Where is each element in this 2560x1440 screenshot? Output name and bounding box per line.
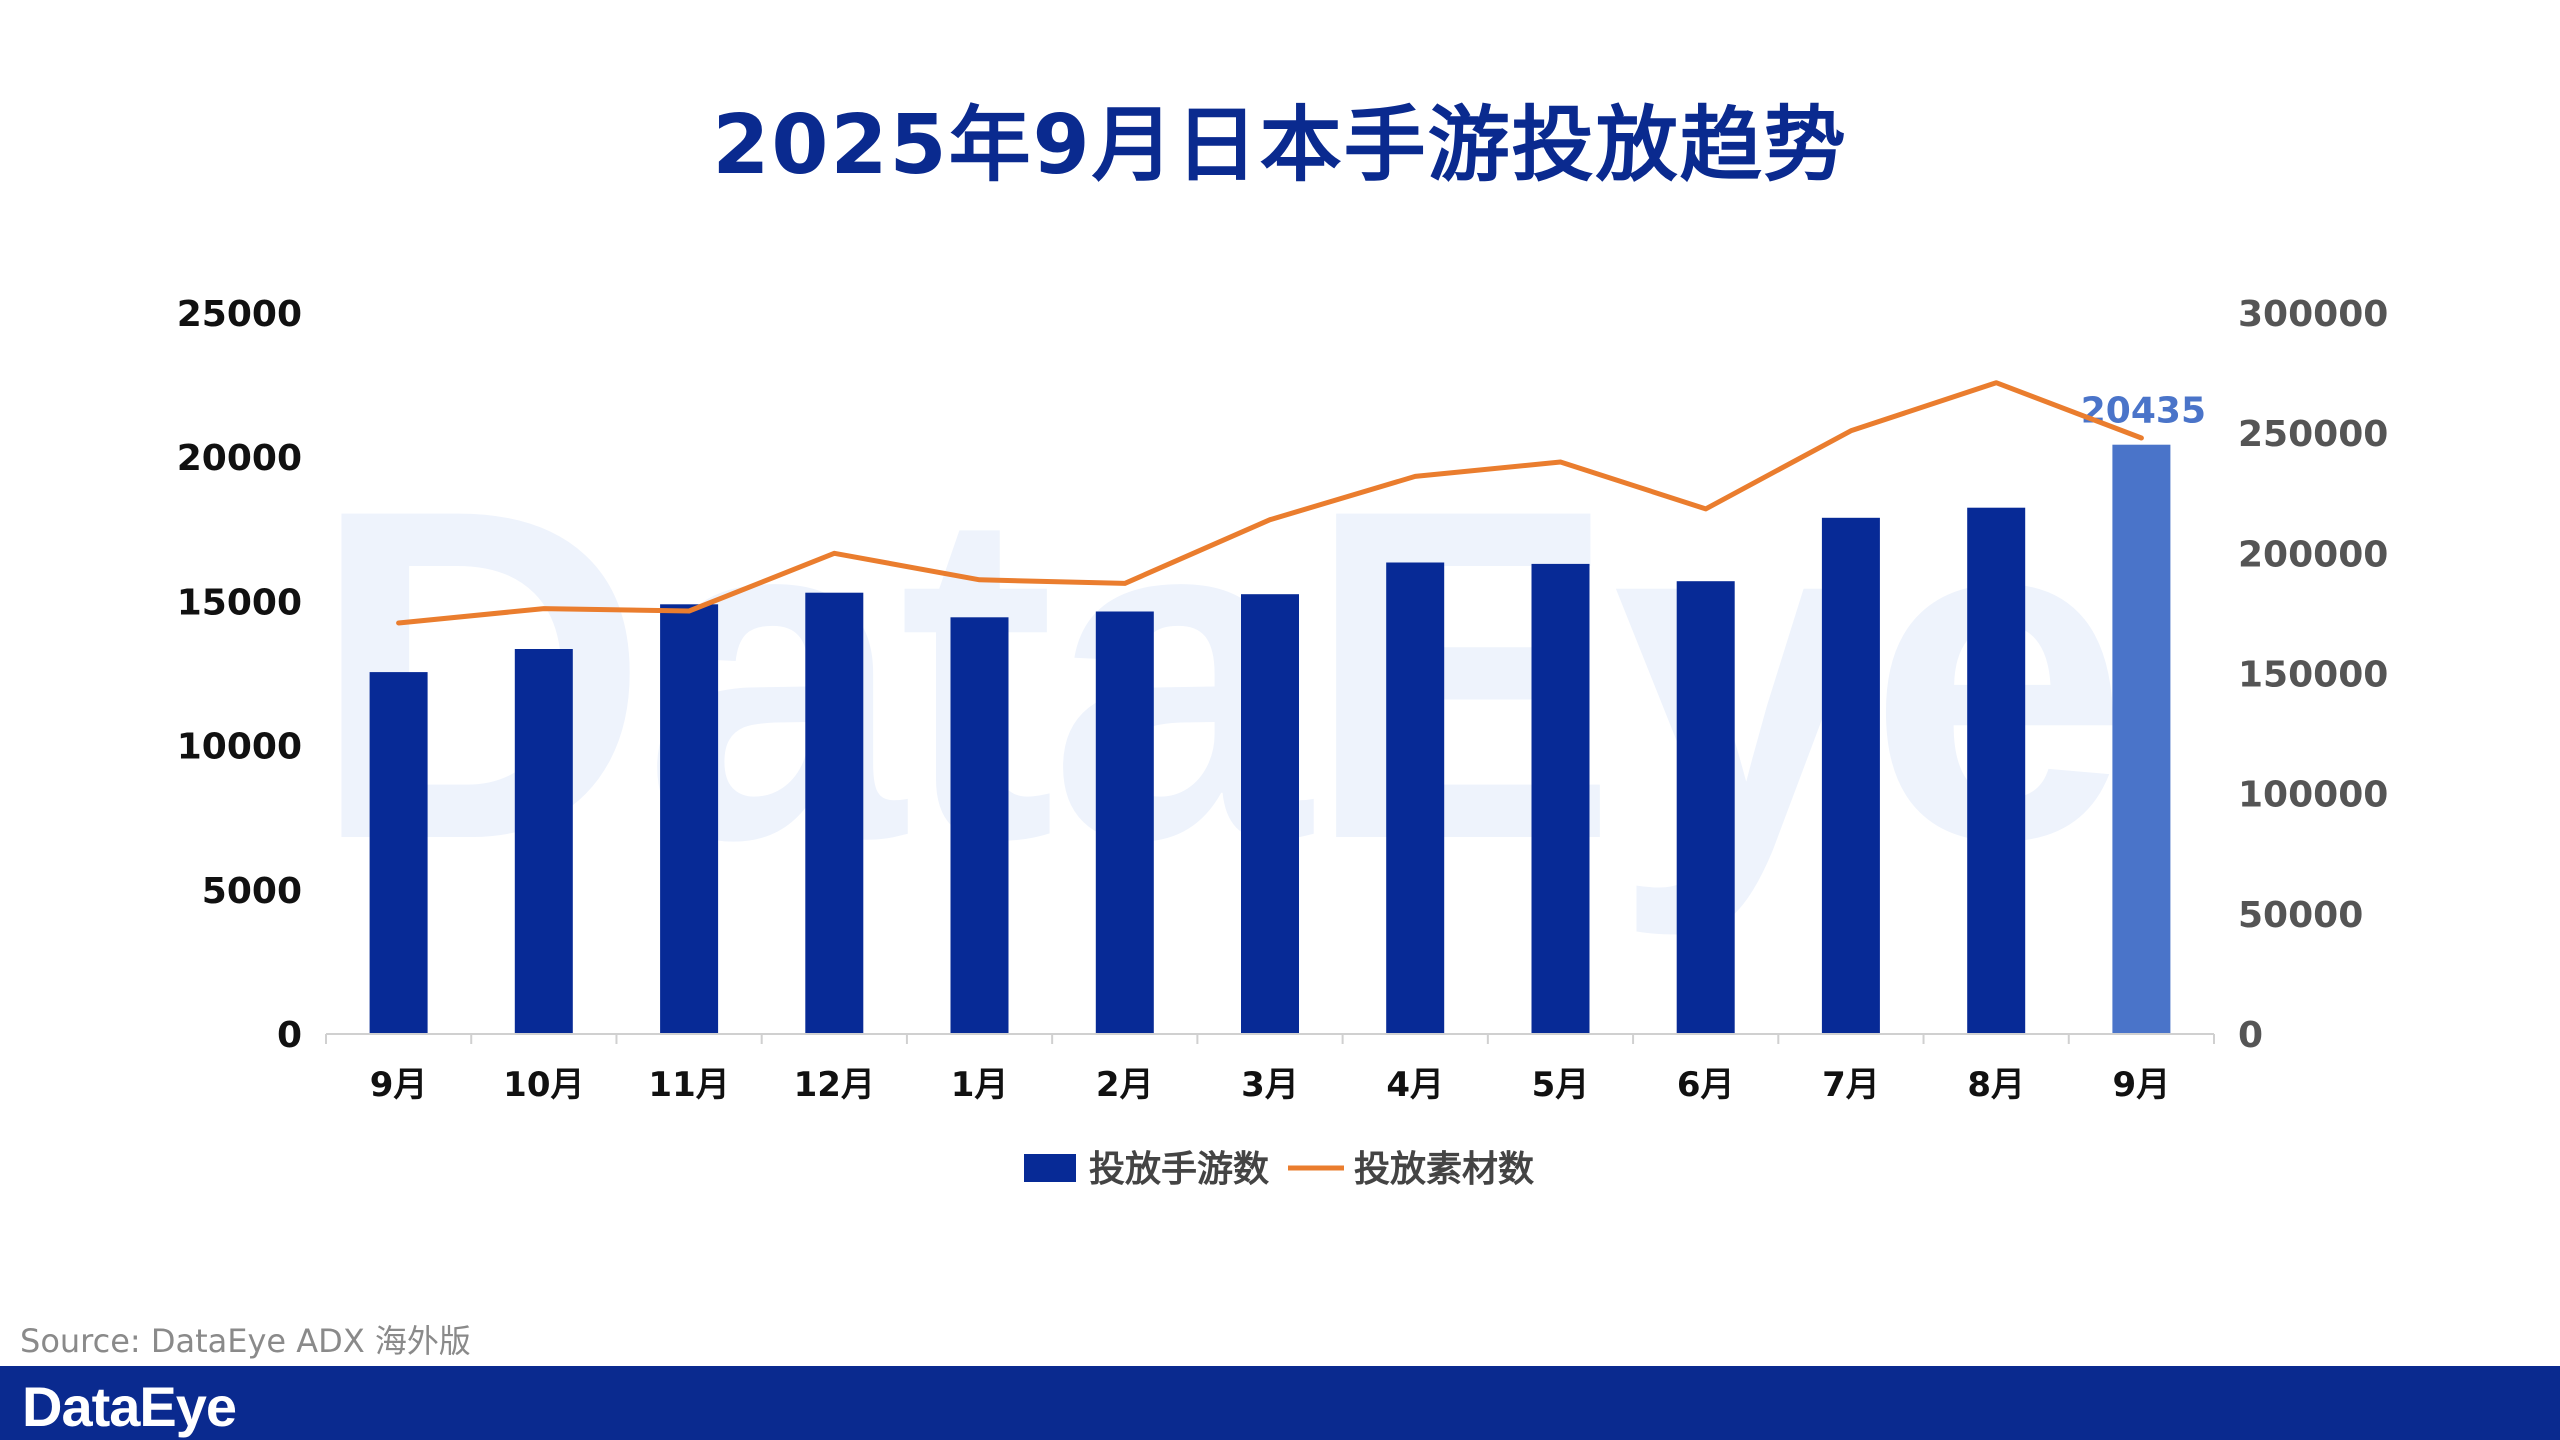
y-right-tick-label: 150000	[2238, 655, 2388, 696]
x-tick-label: 12月	[794, 1065, 875, 1105]
bar-2	[514, 649, 573, 1034]
bar-3	[660, 604, 719, 1034]
legend: 投放手游数 投放素材数	[1024, 1149, 1534, 1190]
x-tick-label: 7月	[1822, 1065, 1880, 1105]
x-tick-label: 6月	[1677, 1065, 1735, 1105]
line-series-materials	[396, 380, 2144, 626]
bar-7	[1241, 594, 1299, 1034]
bar-6	[1095, 611, 1154, 1034]
footer-bar: DataEye	[0, 1366, 2560, 1440]
footer-logo: DataEye	[22, 1375, 237, 1438]
y-right-tick-label: 50000	[2238, 895, 2363, 936]
legend-line-label: 投放素材数	[1354, 1149, 1534, 1190]
bar-11	[1821, 517, 1880, 1034]
x-tick-label: 3月	[1241, 1065, 1299, 1105]
x-tick-label: 4月	[1386, 1065, 1444, 1105]
y-left-tick-label: 5000	[202, 871, 302, 912]
x-tick-label: 9月	[2113, 1065, 2171, 1105]
x-tick-label: 5月	[1532, 1065, 1590, 1105]
data-label: 20435	[2081, 391, 2206, 432]
bar-8	[1386, 562, 1445, 1034]
y-left-tick-label: 10000	[177, 727, 302, 768]
bar-10	[1676, 581, 1735, 1034]
y-right-tick-label: 0	[2238, 1015, 2263, 1056]
bar-4	[805, 592, 864, 1034]
y-left-tick-label: 0	[277, 1015, 302, 1056]
x-tick-label: 2月	[1096, 1065, 1154, 1105]
x-tick-label: 11月	[648, 1065, 729, 1105]
legend-bar-label: 投放手游数	[1089, 1149, 1269, 1190]
y-right-tick-label: 200000	[2238, 534, 2388, 575]
chart-title: 2025年9月日本手游投放趋势	[712, 98, 1848, 193]
y-left-tick-label: 20000	[177, 438, 302, 479]
x-tick-label: 10月	[503, 1065, 584, 1105]
y-left-tick-label: 25000	[177, 294, 302, 335]
y-right-tick-label: 250000	[2238, 414, 2388, 455]
source-note: Source: DataEye ADX 海外版	[20, 1322, 471, 1360]
y-left-tick-label: 15000	[177, 582, 302, 623]
x-tick-label: 1月	[951, 1065, 1009, 1105]
bar-13	[2112, 444, 2171, 1034]
bar-9	[1531, 563, 1590, 1034]
chart: 20435 9月 10月 11月 12月 1月 2月 3月 4月 5月 6月 7月 8月 9月 0 5000…	[177, 294, 2389, 1190]
x-tick-label: 9月	[370, 1065, 428, 1105]
bar-1	[369, 672, 428, 1034]
x-tick-label: 8月	[1967, 1065, 2025, 1105]
legend-bar-swatch	[1024, 1154, 1076, 1182]
y-right-tick-label: 300000	[2238, 294, 2388, 335]
y-right-tick-label: 100000	[2238, 775, 2388, 816]
bar-5	[950, 617, 1009, 1034]
bar-12	[1967, 507, 2026, 1034]
